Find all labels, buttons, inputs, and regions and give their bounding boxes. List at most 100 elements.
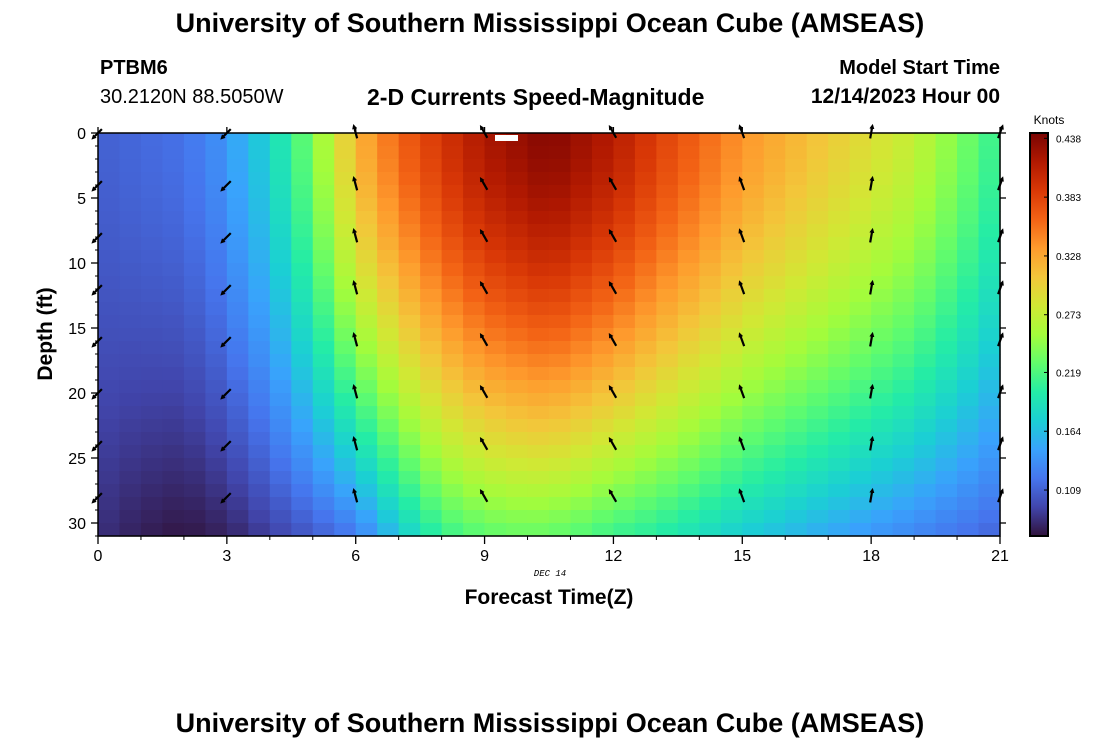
heatmap-cell [527, 146, 550, 160]
heatmap-cell [312, 458, 335, 472]
heatmap-cell [484, 250, 507, 264]
heatmap-cell [849, 432, 872, 446]
heatmap-cell [849, 159, 872, 173]
heatmap-cell [763, 172, 786, 186]
heatmap-cell [506, 458, 529, 472]
heatmap-cell [420, 211, 443, 225]
heatmap-cell [140, 523, 164, 537]
heatmap-cell [785, 224, 808, 238]
heatmap-cell [140, 185, 164, 199]
heatmap-cell [183, 159, 206, 173]
heatmap-cell [699, 497, 722, 511]
heatmap-cell [935, 445, 958, 459]
heatmap-cell [549, 354, 572, 368]
heatmap-cell [806, 406, 829, 420]
heatmap-cell [355, 523, 378, 537]
heatmap-cell [613, 289, 636, 303]
heatmap-cell [957, 159, 980, 173]
heatmap-cell [312, 263, 335, 277]
heatmap-cell [785, 289, 808, 303]
heatmap-cell [677, 354, 700, 368]
heatmap-cell [420, 172, 443, 186]
heatmap-cell [527, 393, 550, 407]
heatmap-cell [720, 237, 743, 251]
heatmap-cell [377, 458, 400, 472]
heatmap-cell [677, 172, 700, 186]
heatmap-cell [677, 224, 700, 238]
heatmap-cell [205, 458, 228, 472]
x-tick-label: 18 [862, 548, 880, 565]
heatmap-cell [377, 445, 400, 459]
heatmap-cell [656, 380, 679, 394]
heatmap-cell [463, 172, 486, 186]
heatmap-cell [570, 198, 593, 212]
heatmap-cell [806, 393, 829, 407]
heatmap-cell [226, 380, 249, 394]
heatmap-cell [463, 510, 486, 524]
heatmap-cell [914, 393, 937, 407]
current-arrow [479, 228, 489, 243]
heatmap-cell [269, 510, 292, 524]
heatmap-cell [312, 432, 335, 446]
heatmap-cell [634, 367, 657, 381]
heatmap-cell [463, 289, 486, 303]
heatmap-cell [634, 445, 657, 459]
heatmap-cell [527, 328, 550, 342]
heatmap-cell [634, 341, 657, 355]
x-tick-label: 0 [94, 548, 103, 565]
heatmap-cell [849, 263, 872, 277]
heatmap-cell [634, 289, 657, 303]
x-tick-label: 3 [222, 548, 231, 565]
heatmap-cell [549, 484, 572, 498]
heatmap-cell [248, 172, 271, 186]
heatmap-cell [677, 393, 700, 407]
heatmap-cell [634, 523, 657, 537]
heatmap-cell [98, 471, 121, 485]
heatmap-cell [291, 432, 314, 446]
heatmap-cell [914, 250, 937, 264]
heatmap-cell [828, 341, 851, 355]
heatmap-cell [291, 406, 314, 420]
heatmap-cell [312, 367, 335, 381]
heatmap-cell [355, 484, 378, 498]
heatmap-cell [334, 471, 357, 485]
heatmap-cell [892, 380, 915, 394]
heatmap-cell [613, 445, 636, 459]
heatmap-cell [806, 263, 829, 277]
heatmap-cell [398, 289, 421, 303]
heatmap-cell [140, 406, 164, 420]
heatmap-cell [484, 419, 507, 433]
heatmap-cell [269, 458, 292, 472]
heatmap-cell [957, 341, 980, 355]
heatmap-cell [463, 471, 486, 485]
heatmap-cell [806, 510, 829, 524]
heatmap-cell [398, 406, 421, 420]
current-arrow [352, 488, 359, 503]
heatmap-cell [634, 380, 657, 394]
heatmap-cell [269, 224, 292, 238]
heatmap-cell [312, 445, 335, 459]
heatmap-cell [935, 406, 958, 420]
heatmap-cell [463, 159, 486, 173]
heatmap-cell [763, 406, 786, 420]
heatmap-cell [613, 341, 636, 355]
heatmap-cell [377, 328, 400, 342]
heatmap-cell [656, 263, 679, 277]
heatmap-cell [699, 367, 722, 381]
heatmap-cell [269, 185, 292, 199]
heatmap-cell [634, 276, 657, 290]
heatmap-cell [312, 380, 335, 394]
heatmap-cell [140, 198, 164, 212]
heatmap-cell [591, 510, 615, 524]
heatmap-cell [506, 250, 529, 264]
heatmap-cell [183, 289, 206, 303]
heatmap-cell [355, 315, 378, 329]
heatmap-cell [377, 354, 400, 368]
heatmap-cell [527, 458, 550, 472]
heatmap-cell [785, 380, 808, 394]
heatmap-cell [441, 523, 464, 537]
heatmap-cell [140, 263, 164, 277]
heatmap-cell [140, 276, 164, 290]
heatmap-cell [140, 471, 164, 485]
heatmap-cell [140, 315, 164, 329]
